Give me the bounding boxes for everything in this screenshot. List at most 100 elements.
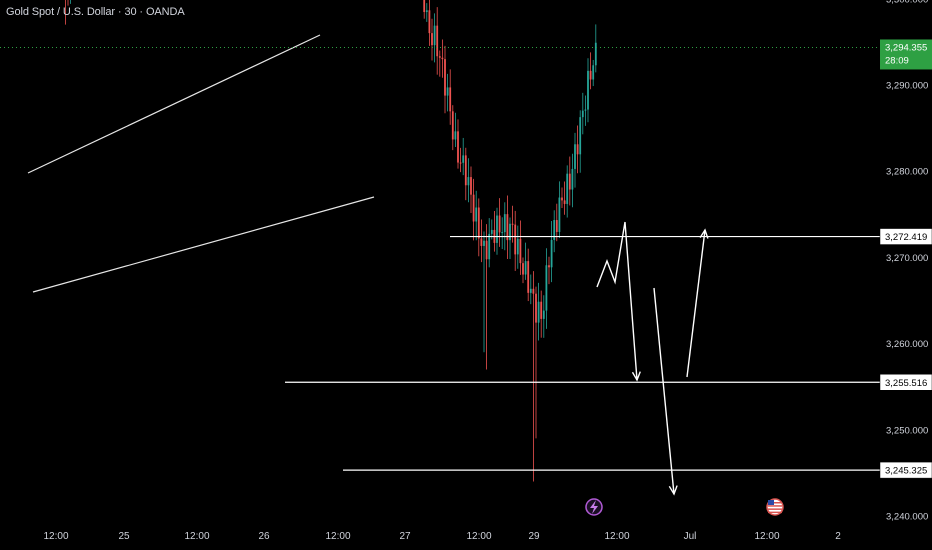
price-axis-tick: 3,240.000 (886, 512, 928, 523)
candle-body (592, 65, 595, 80)
projection-arrow-down-2-head (668, 485, 678, 496)
drawings-layer (27, 34, 709, 496)
candle-body (496, 215, 498, 243)
candle-body (553, 220, 556, 240)
candle-body (522, 263, 524, 275)
candle-body (431, 33, 433, 46)
candle-body (566, 173, 569, 204)
channel-upper-line (27, 34, 321, 174)
price-axis-tick: 3,280.000 (886, 167, 928, 178)
candle-body (503, 214, 506, 233)
candles-layer (65, 0, 597, 482)
candle-body (438, 56, 441, 58)
candle-body (587, 70, 589, 110)
candle-body (449, 87, 452, 112)
candle-body (535, 293, 537, 323)
candle-body (462, 155, 465, 163)
time-axis-tick: 12:00 (325, 531, 350, 542)
chart-title: Gold Spot / U.S. Dollar · 30 · OANDA (6, 6, 185, 18)
support-tag-label: 3,255.516 (885, 378, 927, 389)
price-axis-tick: 3,300.000 (886, 0, 928, 5)
candle-body (561, 197, 563, 201)
candle-body (529, 288, 532, 293)
candle-body (501, 232, 504, 234)
support-tag-label: 3,245.325 (885, 466, 927, 477)
time-axis-tick: 27 (399, 531, 411, 542)
time-axis-tick: 25 (118, 531, 130, 542)
price-axis-tick: 3,270.000 (886, 253, 928, 264)
candle-body (446, 87, 449, 96)
candle-body (519, 238, 522, 264)
candle-body (540, 301, 543, 319)
candle-body (514, 224, 517, 255)
candle-body (589, 70, 592, 80)
candle-body (472, 194, 475, 222)
time-axis-tick: 12:00 (754, 531, 779, 542)
time-axis-tick: 12:00 (466, 531, 491, 542)
candle-body (506, 214, 509, 241)
price-axis-tick: 3,260.000 (886, 339, 928, 350)
candle-body (532, 288, 535, 294)
current-price-tag (880, 39, 932, 70)
projection-arrow-down-2 (653, 287, 675, 495)
candle-body (490, 229, 493, 234)
candle-body (574, 144, 576, 169)
candle-body (516, 238, 519, 255)
price-axis-tick: 3,290.000 (886, 81, 928, 92)
support-tag (879, 228, 932, 245)
candle-body (485, 240, 488, 260)
candle-body (545, 265, 548, 311)
candle-body (459, 162, 462, 164)
candle-body (581, 110, 584, 118)
candle-body (509, 223, 511, 241)
candle-body (579, 117, 582, 155)
candle-body (576, 144, 579, 155)
us-flag-canton (768, 500, 774, 505)
us-flag-icon (766, 498, 784, 516)
candle-body (441, 57, 444, 60)
projection-arrow-down-1-head (631, 371, 641, 382)
time-axis-tick: 12:00 (604, 531, 629, 542)
candle-body (467, 177, 470, 186)
candle-body (423, 0, 426, 13)
lightning-icon-bolt (590, 500, 598, 514)
time-axis-tick: 2 (835, 531, 841, 542)
projection-arrow-down-1 (596, 221, 638, 381)
candle-body (558, 197, 561, 232)
time-axis-tick: 29 (528, 531, 540, 542)
candle-body (425, 10, 428, 13)
candle-body (470, 177, 472, 195)
candle-body (483, 240, 485, 246)
candle-body (433, 25, 436, 46)
us-flag-stripe (768, 505, 782, 507)
candle-body (542, 310, 545, 319)
candle-body (436, 25, 439, 57)
candle-body (584, 109, 587, 111)
candle-body (594, 42, 597, 66)
us-flag-stripe (768, 502, 782, 504)
candle-body (568, 173, 571, 190)
us-flag-stripe (768, 508, 782, 510)
candle-body (488, 233, 491, 260)
candle-body (454, 131, 457, 140)
candle-body (550, 239, 553, 268)
channel-lower-line (32, 196, 375, 293)
axes-layer: 3,240.000 3,250.000 3,260.000 3,270.000 3,28… (43, 0, 928, 542)
candle-body (498, 215, 501, 233)
candle-body (563, 200, 566, 204)
candle-body (477, 207, 480, 239)
projection-arrow-up (686, 229, 706, 378)
time-axis-tick: 12:00 (184, 531, 209, 542)
time-axis-tick: 26 (258, 531, 270, 542)
candle-body (444, 59, 446, 96)
candle-body (571, 168, 574, 190)
candle-body (511, 223, 514, 225)
candle-body (475, 207, 478, 222)
candle-body (457, 131, 459, 163)
support-tag (879, 461, 932, 479)
price-axis-tick: 3,250.000 (886, 425, 928, 436)
candle-body (464, 155, 467, 186)
support-tag (879, 374, 932, 391)
candle-body (537, 301, 540, 323)
